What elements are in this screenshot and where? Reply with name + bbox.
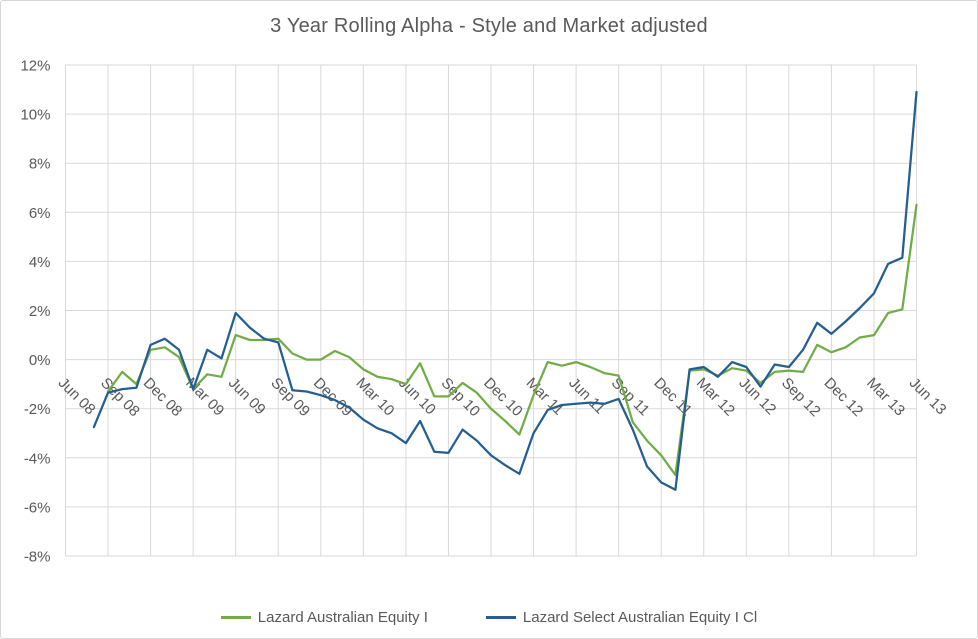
svg-text:2%: 2% bbox=[29, 303, 51, 320]
svg-text:Dec 08: Dec 08 bbox=[140, 374, 186, 420]
legend-item-lazard-australian-equity-i: Lazard Australian Equity I bbox=[220, 609, 428, 626]
series-lines bbox=[92, 90, 918, 491]
svg-text:Jun 08: Jun 08 bbox=[55, 374, 99, 418]
svg-text:Sep 08: Sep 08 bbox=[97, 374, 143, 420]
svg-text:Mar 10: Mar 10 bbox=[353, 374, 398, 419]
gridlines bbox=[65, 64, 917, 557]
svg-text:6%: 6% bbox=[29, 205, 51, 222]
svg-text:-8%: -8% bbox=[24, 549, 51, 566]
series-line-lazard-australian-equity-i bbox=[106, 203, 918, 477]
svg-text:Mar 12: Mar 12 bbox=[693, 374, 738, 419]
svg-text:10%: 10% bbox=[20, 107, 50, 124]
svg-text:Dec 09: Dec 09 bbox=[310, 374, 356, 420]
svg-text:-4%: -4% bbox=[24, 450, 51, 467]
svg-text:-6%: -6% bbox=[24, 499, 51, 516]
svg-text:12%: 12% bbox=[20, 58, 50, 75]
svg-text:Mar 11: Mar 11 bbox=[523, 374, 567, 418]
svg-text:Mar 13: Mar 13 bbox=[863, 374, 908, 419]
svg-text:Dec 10: Dec 10 bbox=[480, 374, 526, 420]
legend-swatch-blue-line bbox=[485, 616, 516, 619]
legend-label: Lazard Select Australian Equity I Cl bbox=[522, 609, 758, 626]
svg-text:Jun 11: Jun 11 bbox=[565, 374, 608, 417]
chart-title: 3 Year Rolling Alpha - Style and Market … bbox=[270, 15, 708, 37]
y-axis-labels: 12% 10% 8% 6% 4% 2% 0% -2% -4% -6% -8% bbox=[20, 58, 50, 566]
svg-text:Jun 10: Jun 10 bbox=[395, 374, 439, 418]
svg-text:Sep 12: Sep 12 bbox=[778, 374, 824, 420]
chart-legend: Lazard Australian Equity I Lazard Select… bbox=[1, 609, 977, 626]
svg-text:0%: 0% bbox=[29, 352, 51, 369]
svg-text:-2%: -2% bbox=[24, 401, 51, 418]
svg-text:8%: 8% bbox=[29, 156, 51, 173]
legend-label: Lazard Australian Equity I bbox=[257, 609, 428, 626]
svg-text:4%: 4% bbox=[29, 254, 51, 271]
svg-text:Jun 09: Jun 09 bbox=[225, 374, 269, 418]
series-line-lazard-select-australian-equity-i-cl bbox=[92, 90, 918, 491]
svg-text:Jun 13: Jun 13 bbox=[906, 374, 950, 418]
legend-item-lazard-select-australian-equity-i-cl: Lazard Select Australian Equity I Cl bbox=[485, 609, 758, 626]
svg-text:Dec 12: Dec 12 bbox=[821, 374, 867, 420]
legend-swatch-green-line bbox=[220, 616, 251, 619]
